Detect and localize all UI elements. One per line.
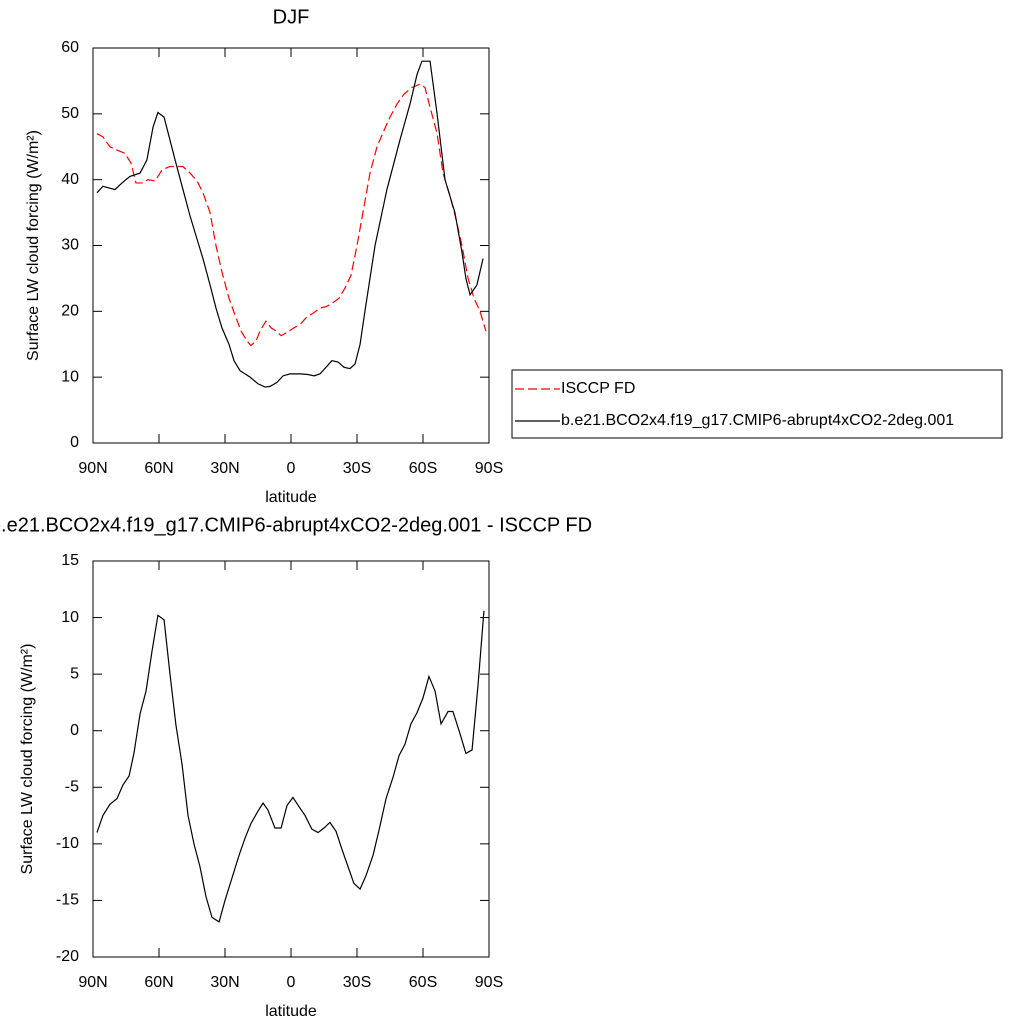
x-tick-label: 60S: [409, 460, 437, 477]
x-axis-label: latitude: [265, 1003, 317, 1020]
x-tick-label: 60N: [144, 974, 173, 991]
y-tick-label: 10: [61, 609, 79, 626]
data-line: [96, 610, 485, 923]
y-tick-label: 10: [61, 368, 79, 385]
legend-box: [511, 369, 1003, 439]
x-tick-label: 0: [287, 974, 296, 991]
plot-frame: [92, 47, 490, 444]
legend-label: b.e21.BCO2x4.f19_g17.CMIP6-abrupt4xCO2-2…: [561, 412, 954, 429]
y-tick-label: 0: [70, 722, 79, 739]
x-tick-label: 30N: [210, 460, 239, 477]
plot-frame: [92, 560, 490, 958]
y-tick-label: 0: [70, 434, 79, 451]
y-tick-label: -5: [65, 779, 79, 796]
y-tick-label: 50: [61, 105, 79, 122]
y-tick-label: 15: [61, 552, 79, 569]
x-axis-label: latitude: [265, 489, 317, 506]
x-tick-label: 90N: [78, 460, 107, 477]
x-tick-label: 90N: [78, 974, 107, 991]
x-tick-label: 60S: [409, 974, 437, 991]
y-tick-label: 5: [70, 665, 79, 682]
x-tick-label: 0: [287, 460, 296, 477]
chart-title: DJF: [273, 6, 310, 28]
x-tick-label: 90S: [475, 460, 503, 477]
y-tick-label: -15: [56, 892, 79, 909]
legend: ISCCP FD b.e21.BCO2x4.f19_g17.CMIP6-abrup…: [511, 369, 1003, 439]
y-tick-label: 60: [61, 39, 79, 56]
data-line: [96, 83, 487, 347]
y-tick-label: 20: [61, 303, 79, 320]
y-tick-label: -10: [56, 835, 79, 852]
y-tick-label: 30: [61, 237, 79, 254]
x-tick-label: 30S: [343, 460, 371, 477]
data-line: [96, 60, 484, 388]
y-axis-label: Surface LW cloud forcing (W/m²): [25, 130, 42, 361]
legend-label: ISCCP FD: [561, 380, 635, 397]
chart-title: b.e21.BCO2x4.f19_g17.CMIP6-abrupt4xCO2-2…: [0, 514, 592, 536]
y-axis-label: Surface LW cloud forcing (W/m²): [19, 644, 36, 875]
x-tick-label: 90S: [475, 974, 503, 991]
x-tick-label: 60N: [144, 460, 173, 477]
x-tick-label: 30N: [210, 974, 239, 991]
x-tick-label: 30S: [343, 974, 371, 991]
y-tick-label: -20: [56, 948, 79, 965]
y-tick-label: 40: [61, 171, 79, 188]
